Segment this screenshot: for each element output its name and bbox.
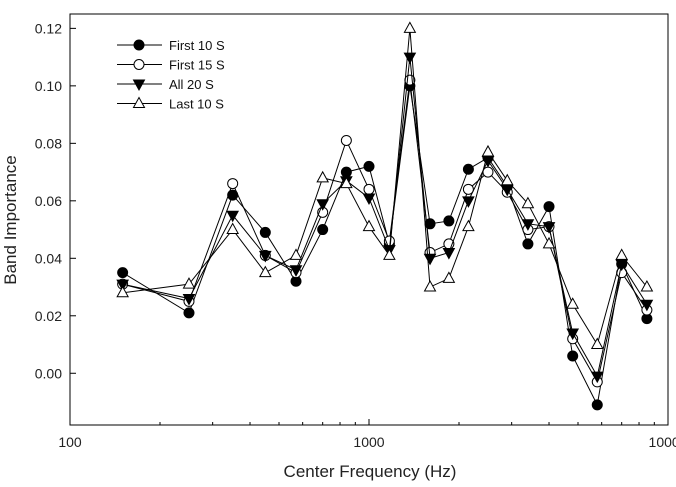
data-point bbox=[363, 183, 375, 195]
data-point bbox=[183, 307, 195, 319]
y-tick-label: 0.08 bbox=[35, 135, 62, 151]
x-tick-label: 10000 bbox=[649, 434, 676, 450]
x-axis-title: Center Frequency (Hz) bbox=[284, 462, 457, 481]
data-point bbox=[542, 236, 556, 249]
data-point bbox=[462, 183, 474, 195]
data-point bbox=[640, 280, 654, 292]
data-point bbox=[317, 224, 329, 236]
legend-item: First 10 S bbox=[117, 38, 225, 53]
data-point bbox=[567, 350, 579, 362]
data-point bbox=[566, 328, 580, 341]
data-point bbox=[226, 210, 240, 223]
x-tick-label: 1000 bbox=[353, 434, 384, 450]
y-tick-label: 0.04 bbox=[35, 250, 62, 266]
legend-label: Last 10 S bbox=[169, 97, 224, 112]
legend: First 10 S First 15 S All 20 S Last 10 S bbox=[117, 38, 225, 112]
data-point bbox=[258, 250, 272, 263]
data-point bbox=[542, 222, 556, 234]
data-point bbox=[591, 399, 603, 411]
data-point bbox=[640, 299, 654, 312]
legend-label: All 20 S bbox=[169, 77, 214, 92]
data-series bbox=[116, 21, 654, 411]
data-point bbox=[462, 219, 475, 232]
data-point bbox=[590, 371, 604, 384]
data-point bbox=[543, 201, 555, 213]
y-tick-label: 0.00 bbox=[35, 365, 62, 381]
data-point bbox=[182, 277, 196, 289]
series-last-10-s bbox=[116, 21, 654, 350]
data-point bbox=[316, 170, 330, 183]
data-point bbox=[258, 265, 272, 278]
data-point bbox=[566, 297, 580, 309]
data-point bbox=[462, 196, 475, 208]
data-point bbox=[423, 280, 437, 292]
data-point bbox=[316, 199, 330, 211]
data-point bbox=[226, 222, 240, 235]
data-point bbox=[362, 219, 376, 232]
y-tick-label: 0.02 bbox=[35, 308, 62, 324]
y-tick-label: 0.12 bbox=[35, 20, 62, 36]
data-point bbox=[289, 265, 303, 277]
data-point bbox=[227, 178, 239, 190]
data-point bbox=[443, 215, 455, 227]
data-point bbox=[615, 248, 629, 260]
legend-marker bbox=[133, 59, 145, 70]
data-point bbox=[481, 144, 495, 157]
legend-item: First 15 S bbox=[117, 58, 225, 73]
legend-label: First 15 S bbox=[169, 58, 225, 73]
data-point bbox=[521, 219, 535, 231]
data-point bbox=[500, 173, 514, 186]
legend-label: First 10 S bbox=[169, 38, 225, 53]
data-point bbox=[116, 285, 129, 298]
data-point bbox=[590, 337, 604, 350]
x-tick-label: 100 bbox=[58, 434, 82, 450]
data-point bbox=[403, 52, 417, 65]
data-point bbox=[182, 294, 196, 306]
legend-marker bbox=[132, 79, 146, 92]
data-point bbox=[340, 134, 352, 146]
data-point bbox=[383, 248, 396, 260]
data-point bbox=[117, 267, 129, 279]
data-point bbox=[522, 238, 534, 250]
series-first-15-s bbox=[117, 74, 653, 388]
data-point bbox=[362, 193, 376, 205]
data-point bbox=[462, 163, 474, 175]
plot-area bbox=[69, 13, 669, 426]
data-point bbox=[340, 166, 352, 178]
legend-marker bbox=[132, 96, 146, 108]
data-point bbox=[259, 226, 271, 238]
axis-ticks: 0.00 0.02 0.04 0.06 0.08 0.10 0.12 100 1000 10000 bbox=[35, 20, 676, 450]
legend-item: Last 10 S bbox=[117, 96, 224, 112]
y-tick-label: 0.10 bbox=[35, 78, 62, 94]
data-point bbox=[363, 160, 375, 172]
y-tick-label: 0.06 bbox=[35, 193, 62, 209]
data-point bbox=[340, 176, 353, 189]
data-point bbox=[403, 21, 417, 33]
data-point bbox=[442, 248, 456, 260]
data-point bbox=[442, 271, 456, 283]
data-point bbox=[521, 196, 535, 209]
data-point bbox=[500, 184, 514, 197]
data-point bbox=[423, 253, 437, 266]
data-point bbox=[116, 279, 129, 292]
y-axis-title: Band Importance bbox=[1, 155, 20, 284]
data-point bbox=[289, 248, 303, 260]
legend-marker bbox=[133, 39, 145, 51]
legend-item: All 20 S bbox=[117, 77, 214, 92]
series-line bbox=[122, 28, 648, 346]
